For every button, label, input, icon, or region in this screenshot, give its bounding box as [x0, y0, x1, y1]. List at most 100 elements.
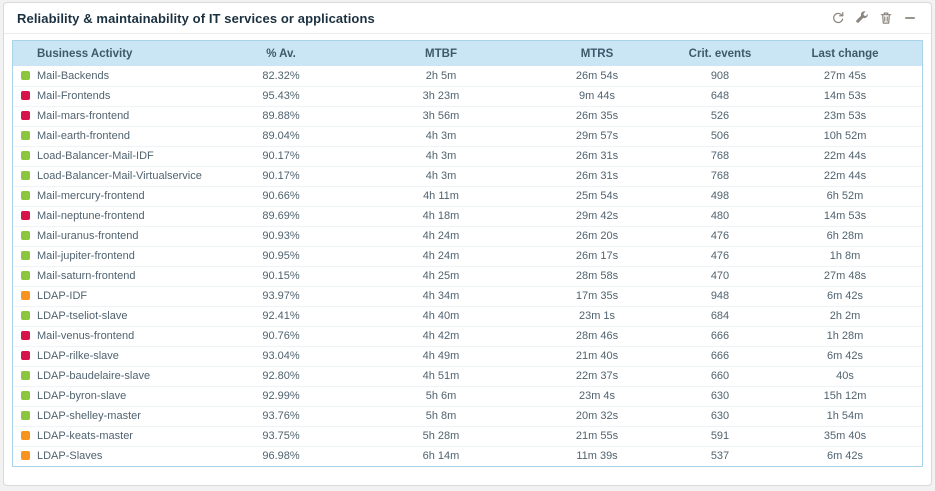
status-indicator — [21, 371, 30, 380]
status-indicator — [21, 251, 30, 260]
mtbf-value: 4h 3m — [360, 145, 522, 166]
refresh-button[interactable] — [830, 10, 846, 26]
table-row[interactable]: LDAP-shelley-master 93.76% 5h 8m 20m 32s… — [13, 405, 922, 426]
mtrs-value: 11m 39s — [522, 445, 672, 466]
business-activity-label: Load-Balancer-Mail-IDF — [37, 150, 154, 162]
table-row[interactable]: LDAP-byron-slave 92.99% 5h 6m 23m 4s 630… — [13, 385, 922, 406]
mtbf-value: 5h 8m — [360, 405, 522, 426]
column-header-availability[interactable]: % Av. — [202, 41, 360, 66]
table-row[interactable]: LDAP-baudelaire-slave 92.80% 4h 51m 22m … — [13, 365, 922, 386]
business-activity-label: LDAP-baudelaire-slave — [37, 370, 151, 382]
table-row[interactable]: Mail-earth-frontend 89.04% 4h 3m 29m 57s… — [13, 125, 922, 146]
column-header-mtrs[interactable]: MTRS — [522, 41, 672, 66]
availability-value: 93.75% — [202, 425, 360, 446]
table-row[interactable]: LDAP-tseliot-slave 92.41% 4h 40m 23m 1s … — [13, 305, 922, 326]
mtbf-value: 4h 40m — [360, 305, 522, 326]
table-row[interactable]: Mail-uranus-frontend 90.93% 4h 24m 26m 2… — [13, 225, 922, 246]
mtrs-value: 22m 37s — [522, 365, 672, 386]
table-row[interactable]: LDAP-IDF 93.97% 4h 34m 17m 35s 948 6m 42… — [13, 285, 922, 306]
business-activity-label: Load-Balancer-Mail-Virtualservice — [37, 170, 202, 182]
table-row[interactable]: LDAP-rilke-slave 93.04% 4h 49m 21m 40s 6… — [13, 345, 922, 366]
status-indicator — [21, 91, 30, 100]
mtbf-value: 4h 3m — [360, 125, 522, 146]
crit-events-value: 684 — [672, 305, 768, 326]
business-activity-label: Mail-mars-frontend — [37, 110, 130, 122]
table-row[interactable]: Mail-mercury-frontend 90.66% 4h 11m 25m … — [13, 185, 922, 206]
mtrs-value: 21m 40s — [522, 345, 672, 366]
table-row[interactable]: Mail-neptune-frontend 89.69% 4h 18m 29m … — [13, 205, 922, 226]
crit-events-value: 470 — [672, 265, 768, 286]
reliability-table: Business Activity % Av. MTBF MTRS Crit. … — [12, 40, 923, 467]
availability-value: 92.99% — [202, 385, 360, 406]
column-header-last-change[interactable]: Last change — [768, 41, 922, 66]
column-header-mtbf[interactable]: MTBF — [360, 41, 522, 66]
crit-events-value: 630 — [672, 385, 768, 406]
mtbf-value: 3h 56m — [360, 105, 522, 126]
mtrs-value: 26m 54s — [575, 69, 619, 82]
status-indicator — [21, 391, 30, 400]
mtrs-value: 26m 20s — [522, 225, 672, 246]
table-row[interactable]: Mail-jupiter-frontend 90.95% 4h 24m 26m … — [13, 245, 922, 266]
table-row[interactable]: Mail-Backends 82.32% 2h 5m 26m 54s 908 2… — [13, 66, 922, 86]
availability-value: 89.04% — [202, 125, 360, 146]
table-row[interactable]: Load-Balancer-Mail-Virtualservice 90.17%… — [13, 165, 922, 186]
crit-events-value: 666 — [672, 325, 768, 346]
mtrs-value: 26m 31s — [522, 145, 672, 166]
status-indicator — [21, 411, 30, 420]
settings-wrench-button[interactable] — [854, 10, 870, 26]
last-change-value: 1h 28m — [768, 325, 922, 346]
last-change-value: 6h 52m — [768, 185, 922, 206]
mtbf-value: 4h 42m — [360, 325, 522, 346]
availability-value: 93.76% — [202, 405, 360, 426]
table-row[interactable]: Mail-mars-frontend 89.88% 3h 56m 26m 35s… — [13, 105, 922, 126]
availability-value: 93.97% — [202, 285, 360, 306]
crit-events-value: 480 — [672, 205, 768, 226]
status-indicator — [21, 231, 30, 240]
table-row[interactable]: LDAP-keats-master 93.75% 5h 28m 21m 55s … — [13, 425, 922, 446]
mtbf-value: 6h 14m — [360, 445, 522, 466]
widget-panel: Reliability & maintainability of IT serv… — [3, 2, 932, 486]
business-activity-label: Mail-uranus-frontend — [37, 230, 139, 242]
mtrs-value: 28m 46s — [522, 325, 672, 346]
availability-value: 90.95% — [202, 245, 360, 266]
crit-events-value: 476 — [672, 225, 768, 246]
table-row[interactable]: LDAP-Slaves 96.98% 6h 14m 11m 39s 537 6m… — [13, 445, 922, 466]
last-change-value: 2h 2m — [768, 305, 922, 326]
last-change-value: 6m 42s — [768, 285, 922, 306]
business-activity-label: Mail-jupiter-frontend — [37, 250, 135, 262]
availability-value: 92.80% — [202, 365, 360, 386]
last-change-value: 35m 40s — [768, 425, 922, 446]
mtrs-value: 28m 58s — [522, 265, 672, 286]
business-activity-label: LDAP-rilke-slave — [37, 350, 119, 362]
mtrs-value: 26m 35s — [522, 105, 672, 126]
mtrs-value: 23m 1s — [522, 305, 672, 326]
status-indicator — [21, 171, 30, 180]
business-activity-label: Mail-earth-frontend — [37, 130, 130, 142]
table-row[interactable]: Load-Balancer-Mail-IDF 90.17% 4h 3m 26m … — [13, 145, 922, 166]
status-indicator — [21, 311, 30, 320]
table-row[interactable]: Mail-venus-frontend 90.76% 4h 42m 28m 46… — [13, 325, 922, 346]
availability-value: 82.32% — [262, 69, 300, 82]
last-change-value: 6h 28m — [768, 225, 922, 246]
availability-value: 92.41% — [202, 305, 360, 326]
status-indicator — [21, 70, 30, 80]
mtrs-value: 17m 35s — [522, 285, 672, 306]
business-activity-label: Mail-neptune-frontend — [37, 210, 145, 222]
business-activity-label: Mail-saturn-frontend — [37, 270, 136, 282]
refresh-icon — [833, 11, 844, 24]
table-row[interactable]: Mail-saturn-frontend 90.15% 4h 25m 28m 5… — [13, 265, 922, 286]
panel-toolbar — [830, 10, 918, 26]
business-activity-label: LDAP-Slaves — [37, 450, 103, 463]
column-header-business-activity[interactable]: Business Activity — [13, 41, 202, 66]
business-activity-label: LDAP-keats-master — [37, 430, 133, 442]
last-change-value: 22m 44s — [768, 145, 922, 166]
column-header-crit-events[interactable]: Crit. events — [672, 41, 768, 66]
collapse-button[interactable] — [902, 10, 918, 26]
table-row[interactable]: Mail-Frontends 95.43% 3h 23m 9m 44s 648 … — [13, 85, 922, 106]
availability-value: 90.17% — [202, 145, 360, 166]
status-indicator — [21, 211, 30, 220]
mtrs-value: 21m 55s — [522, 425, 672, 446]
status-indicator — [21, 131, 30, 140]
delete-button[interactable] — [878, 10, 894, 26]
status-indicator — [21, 451, 30, 461]
